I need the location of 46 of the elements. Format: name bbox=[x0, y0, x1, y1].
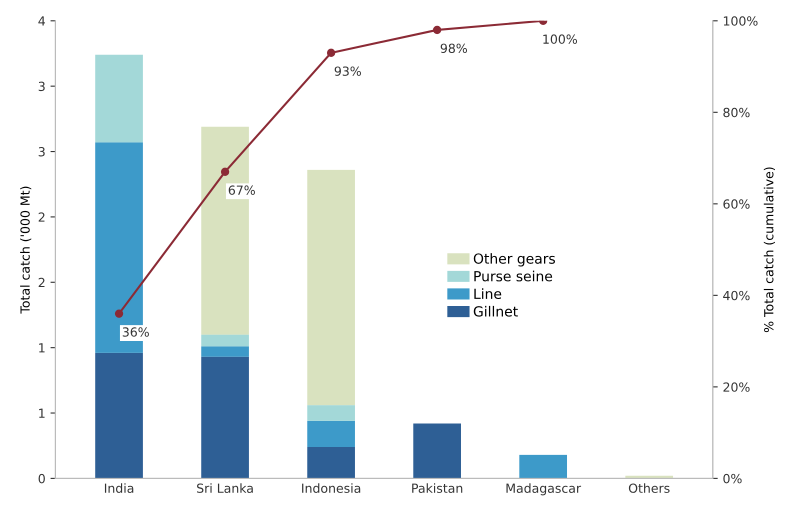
bar bbox=[307, 420, 355, 448]
y-axis-title: Total catch ('000 Mt) bbox=[20, 186, 32, 314]
bar bbox=[413, 423, 461, 478]
bar bbox=[201, 334, 249, 346]
y-tick-label: 2 bbox=[38, 278, 44, 288]
legend-label: Line bbox=[474, 288, 502, 300]
bar bbox=[519, 454, 568, 478]
y2-tick-label: 60% bbox=[723, 199, 750, 209]
legend-label: Purse seine bbox=[474, 270, 552, 282]
bar bbox=[95, 54, 143, 142]
point bbox=[326, 48, 336, 57]
point bbox=[114, 309, 124, 318]
data-label: 36% bbox=[122, 327, 149, 337]
y-tick-label: 3 bbox=[38, 147, 45, 156]
bar bbox=[307, 170, 355, 406]
y2-tick-label: 40% bbox=[723, 290, 750, 300]
bar bbox=[201, 356, 249, 478]
y-tick-label: 3 bbox=[38, 82, 45, 92]
bar bbox=[95, 352, 143, 478]
x-tick-label: Pakistan bbox=[412, 483, 462, 493]
data-label: 93% bbox=[334, 66, 361, 76]
x-tick-label: Indonesia bbox=[302, 483, 360, 493]
y-tick-label: 4 bbox=[38, 16, 46, 26]
legend-label: Other gears bbox=[474, 253, 555, 267]
y-tick-label: 2 bbox=[38, 212, 44, 222]
y2-tick-label: 100% bbox=[724, 16, 758, 26]
y-tick-label: 1 bbox=[39, 343, 45, 352]
x-tick-label: Sri Lanka bbox=[197, 483, 253, 493]
data-label: 67% bbox=[228, 185, 255, 195]
data-label: 98% bbox=[440, 44, 467, 54]
legend-label: Gillnet bbox=[474, 306, 518, 317]
bar bbox=[307, 405, 355, 421]
x-tick-label: Madagascar bbox=[506, 483, 582, 496]
x-tick-label: India bbox=[104, 483, 134, 493]
y2-tick-label: 0% bbox=[723, 474, 742, 484]
bar bbox=[201, 346, 249, 357]
point bbox=[432, 26, 442, 34]
y2-tick-label: 20% bbox=[723, 382, 750, 392]
y2-axis-title: % Total catch (cumulative) bbox=[764, 167, 775, 332]
y-tick-label: 1 bbox=[39, 408, 45, 418]
y-tick-label: 0 bbox=[38, 474, 45, 484]
y2-tick-label: 80% bbox=[723, 108, 750, 118]
data-label: 100% bbox=[543, 34, 578, 44]
bar bbox=[307, 447, 355, 478]
x-tick-label: Others bbox=[628, 483, 670, 493]
point bbox=[220, 168, 230, 176]
